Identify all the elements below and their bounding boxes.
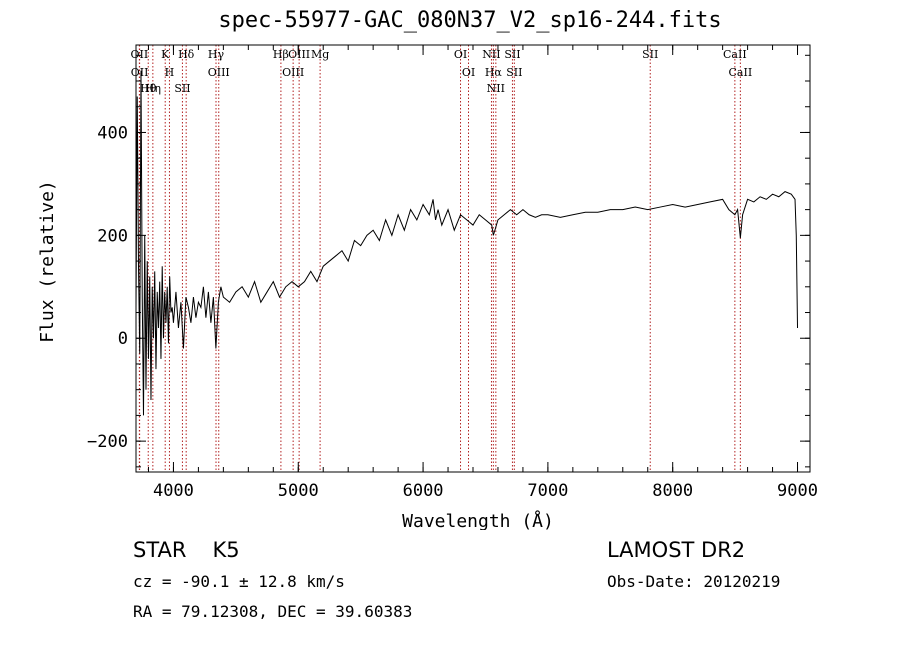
line-marker-label-23: CaII [729, 66, 753, 79]
x-axis-label: Wavelength (Å) [402, 510, 554, 530]
plot-frame [135, 44, 811, 473]
line-marker-label-6: SII [174, 82, 190, 95]
redshift-velocity: cz = -90.1 ± 12.8 km/s [133, 572, 345, 591]
line-marker-label-1: OII [131, 66, 149, 79]
line-marker-label-2: Hθ [140, 82, 157, 95]
line-marker-label-15: OI [462, 66, 475, 79]
line-marker-label-10: Hβ [273, 48, 289, 61]
x-tick-label-5: 9000 [777, 481, 818, 501]
y-tick-label-3: 400 [97, 123, 128, 143]
object-classification: STAR K5 [133, 538, 240, 562]
survey-label: LAMOST DR2 [607, 538, 746, 562]
line-marker-label-0: OII [131, 48, 149, 61]
observation-date: Obs-Date: 20120219 [607, 572, 781, 591]
line-marker-label-8: Hγ [208, 48, 225, 61]
coordinates: RA = 79.12308, DEC = 39.60383 [133, 602, 413, 621]
line-marker-label-22: CaII [723, 48, 747, 61]
line-marker-label-5: H [165, 66, 175, 79]
line-marker-label-7: Hδ [178, 48, 195, 61]
line-marker-label-13: Mg [311, 48, 329, 61]
line-marker-label-18: NII [487, 82, 505, 95]
spectrum-line-0 [135, 70, 799, 416]
line-marker-label-3: Hη [145, 82, 161, 95]
x-tick-label-1: 5000 [278, 481, 319, 501]
line-marker-label-4: K [161, 48, 170, 61]
chart-title: spec-55977-GAC_080N37_V2_sp16-244.fits [218, 8, 722, 33]
line-marker-label-16: NII [482, 48, 500, 61]
object-subclass: K5 [212, 538, 240, 562]
y-tick-label-2: 200 [97, 226, 128, 246]
line-marker-label-21: SII [642, 48, 658, 61]
line-marker-label-17: Hα [485, 66, 503, 79]
line-marker-label-19: SII [504, 48, 520, 61]
y-axis-label: Flux (relative) [37, 180, 58, 343]
x-tick-label-0: 4000 [153, 481, 194, 501]
x-tick-label-3: 7000 [527, 481, 568, 501]
line-marker-label-12: OIII [288, 48, 310, 61]
x-tick-label-2: 6000 [403, 481, 444, 501]
y-tick-label-1: 0 [118, 329, 128, 349]
line-marker-label-11: OIII [282, 66, 304, 79]
y-tick-label-0: −200 [87, 432, 128, 452]
line-marker-label-20: SII [506, 66, 522, 79]
line-marker-label-9: OIII [208, 66, 230, 79]
object-class: STAR [133, 538, 187, 562]
line-marker-label-14: OI [454, 48, 467, 61]
x-tick-label-4: 8000 [652, 481, 693, 501]
